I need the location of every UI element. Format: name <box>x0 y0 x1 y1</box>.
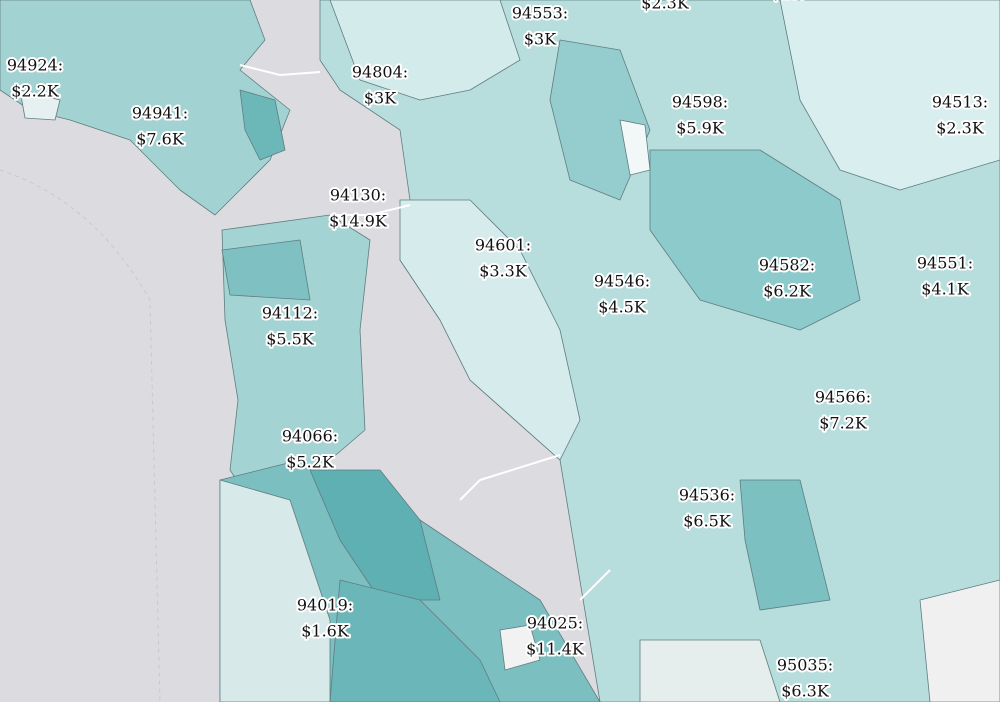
amount: $6.3K <box>781 682 830 701</box>
zip-code: 94582: <box>759 256 815 275</box>
region <box>619 119 651 176</box>
amount: $4.1K <box>921 280 970 299</box>
amount: $6.2K <box>763 282 812 301</box>
amount: $3.3K <box>479 262 528 281</box>
zip-code: 95035: <box>777 656 833 675</box>
zip-code: 94553: <box>512 4 568 23</box>
zip-code: 94536: <box>679 486 735 505</box>
zip-code: 94112: <box>262 304 318 323</box>
amount: $2.2K <box>11 82 60 101</box>
zip-code: 94546: <box>594 272 650 291</box>
amount: $2.3K <box>936 119 985 138</box>
roads <box>239 64 611 601</box>
region <box>739 479 831 611</box>
amount: $11.4K <box>526 640 585 659</box>
zip-code: 94566: <box>815 388 871 407</box>
amount: $2K <box>771 0 804 3</box>
zip-code: 94551: <box>917 254 973 273</box>
zip-code: 94130: <box>330 186 386 205</box>
amount: $4.5K <box>598 298 647 317</box>
region <box>399 199 581 461</box>
labels: 94924: $2.2K 94941: $7.6K 94553: $3K 94804: $3K… <box>5 0 990 702</box>
boundary <box>0 169 161 702</box>
amount: $7.6K <box>136 130 185 149</box>
zip-code: 94601: <box>475 236 531 255</box>
amount: $5.5K <box>266 330 315 349</box>
amount: $1.6K <box>301 622 350 641</box>
amount: $7.2K <box>819 414 868 433</box>
amount: $3K <box>364 89 397 108</box>
zip-code: 94025: <box>527 614 583 633</box>
amount: $14.9K <box>329 212 388 231</box>
zip-code: 94066: <box>282 427 338 446</box>
region <box>239 89 286 161</box>
region <box>221 239 311 301</box>
zip-code: 94804: <box>352 63 408 82</box>
region <box>309 469 441 601</box>
region <box>219 479 331 702</box>
bridge <box>239 64 321 77</box>
amount: $6.5K <box>683 512 732 531</box>
bridge <box>579 569 611 601</box>
region <box>329 579 501 702</box>
zip-code: 94019: <box>297 596 353 615</box>
amount: $5.2K <box>286 453 335 472</box>
region <box>19 89 61 121</box>
amount: $3K <box>524 30 557 49</box>
bridge <box>330 204 411 216</box>
bridge <box>459 454 561 501</box>
zip-code: 94924: <box>7 56 63 75</box>
region <box>639 639 781 702</box>
region <box>329 0 521 101</box>
amount: $2.3K <box>641 0 690 13</box>
amount: $5.9K <box>676 119 725 138</box>
region <box>649 149 861 331</box>
zip-code: 94941: <box>132 104 188 123</box>
region <box>779 0 1000 191</box>
region <box>499 624 541 671</box>
region <box>919 579 1000 702</box>
zip-code: 94513: <box>932 93 988 112</box>
zip-code: 94598: <box>672 93 728 112</box>
region <box>549 39 651 201</box>
